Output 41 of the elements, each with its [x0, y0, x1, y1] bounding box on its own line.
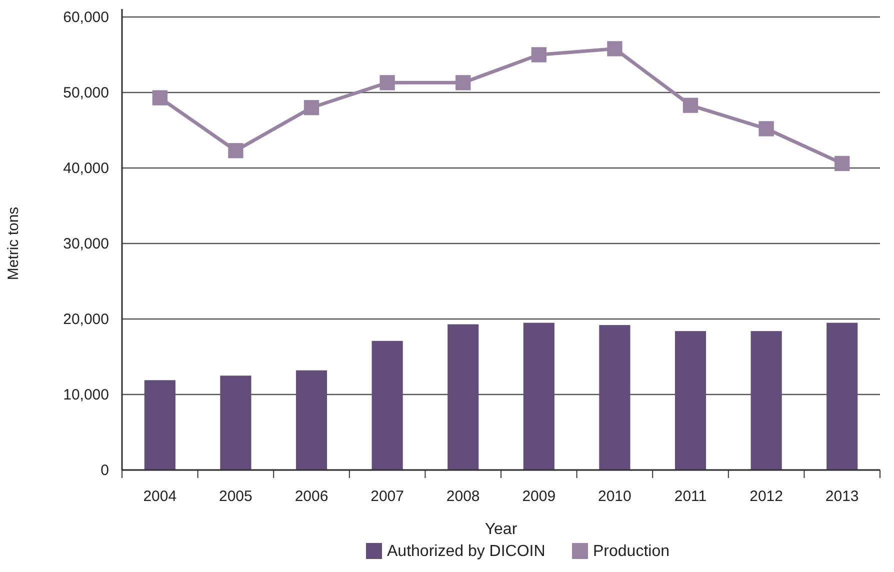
legend-label: Authorized by DICOIN [387, 543, 546, 560]
y-tick-label: 10,000 [63, 386, 109, 404]
point [456, 75, 471, 90]
point [607, 41, 622, 56]
y-tick-label: 0 [100, 462, 109, 479]
bar [448, 324, 479, 470]
bar [674, 331, 706, 470]
x-tick-label: 2013 [825, 488, 859, 505]
x-tick-label: 2010 [598, 488, 632, 505]
point [531, 47, 546, 62]
bar [296, 370, 328, 470]
bar [750, 331, 782, 470]
x-tick-label: 2008 [446, 488, 480, 505]
legend-label: Production [593, 543, 670, 560]
x-tick-label: 2004 [143, 488, 177, 505]
y-tick-label: 30,000 [63, 236, 109, 252]
y-tick-label: 40,000 [63, 160, 109, 177]
bar [599, 325, 630, 470]
x-axis-title: Year [484, 521, 518, 538]
point [304, 100, 320, 116]
bar [220, 376, 252, 470]
y-axis-title: Metric tons [5, 206, 22, 280]
x-tick-label: 2007 [370, 488, 404, 505]
bar [523, 322, 554, 470]
point [380, 75, 395, 90]
x-tick-label: 2012 [750, 488, 783, 505]
bar [144, 380, 176, 470]
point [834, 156, 850, 172]
x-tick-label: 2005 [219, 488, 252, 505]
y-tick-label: 20,000 [63, 311, 109, 328]
point [152, 90, 168, 106]
bar [372, 340, 403, 470]
x-tick-label: 2006 [294, 488, 328, 505]
y-tick-label: 60,000 [63, 9, 109, 26]
x-tick-label: 2009 [522, 488, 556, 505]
x-tick-label: 2011 [674, 488, 707, 505]
bar [826, 322, 858, 470]
point [682, 98, 698, 113]
point [228, 143, 244, 158]
point [758, 121, 774, 136]
y-tick-label: 50,000 [63, 84, 109, 102]
